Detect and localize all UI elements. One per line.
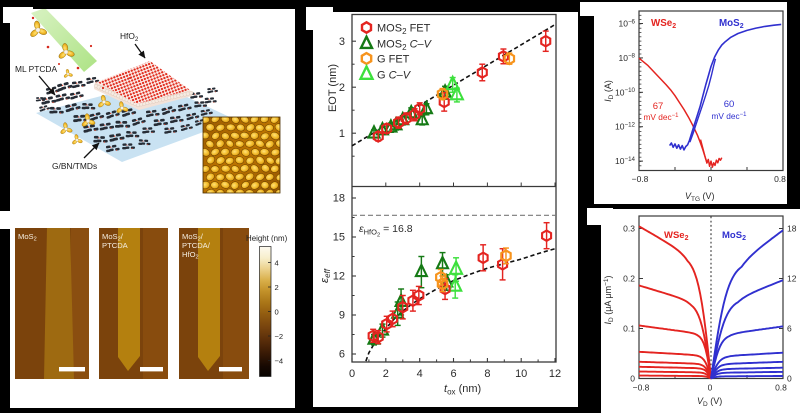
svg-text:mV dec−1: mV dec−1 xyxy=(712,111,748,121)
svg-text:VTG (V): VTG (V) xyxy=(685,191,715,203)
svg-text:0.2: 0.2 xyxy=(623,274,635,284)
svg-text:0: 0 xyxy=(708,383,713,393)
svg-text:VD (V): VD (V) xyxy=(697,396,722,408)
svg-text:6: 6 xyxy=(787,324,792,334)
svg-text:εHfO2 = 16.8: εHfO2 = 16.8 xyxy=(359,223,413,238)
svg-text:PTCDA/: PTCDA/ xyxy=(182,241,211,250)
svg-text:0: 0 xyxy=(349,368,355,380)
svg-text:10−6: 10−6 xyxy=(618,18,635,28)
svg-text:−4: −4 xyxy=(275,356,284,365)
svg-text:12: 12 xyxy=(549,368,561,380)
svg-text:10−8: 10−8 xyxy=(618,53,635,63)
svg-text:18: 18 xyxy=(787,224,797,234)
svg-text:0.8: 0.8 xyxy=(774,174,786,184)
svg-text:18: 18 xyxy=(333,193,345,205)
svg-text:67: 67 xyxy=(653,101,664,112)
svg-text:G/BN/TMDs: G/BN/TMDs xyxy=(52,161,97,171)
svg-text:8: 8 xyxy=(484,368,490,380)
svg-text:0: 0 xyxy=(275,307,279,316)
svg-text:0.8: 0.8 xyxy=(775,383,787,393)
svg-text:12: 12 xyxy=(787,274,797,284)
svg-text:10−10: 10−10 xyxy=(615,87,636,97)
svg-text:ML PTCDA: ML PTCDA xyxy=(15,64,57,74)
svg-text:4: 4 xyxy=(417,368,423,380)
svg-text:WSe2: WSe2 xyxy=(664,230,689,242)
svg-text:12: 12 xyxy=(333,271,345,283)
svg-text:10−12: 10−12 xyxy=(615,122,636,132)
svg-text:−2: −2 xyxy=(275,332,284,341)
svg-text:MoS2/: MoS2/ xyxy=(102,232,124,243)
svg-text:HfO2: HfO2 xyxy=(182,250,199,261)
svg-text:1: 1 xyxy=(339,128,345,140)
svg-text:0.1: 0.1 xyxy=(623,324,635,334)
svg-text:MOS2 FET: MOS2 FET xyxy=(377,23,431,37)
svg-text:0.3: 0.3 xyxy=(623,224,635,234)
svg-text:mV dec−1: mV dec−1 xyxy=(644,112,680,122)
svg-text:2: 2 xyxy=(339,82,345,94)
svg-text:6: 6 xyxy=(450,368,456,380)
svg-text:0: 0 xyxy=(708,174,713,184)
svg-text:3: 3 xyxy=(339,36,345,48)
svg-text:ID (μA μm−1): ID (μA μm−1) xyxy=(603,275,615,324)
svg-text:MoS2: MoS2 xyxy=(722,230,746,242)
svg-text:15: 15 xyxy=(333,232,345,244)
svg-text:MoS2/: MoS2/ xyxy=(182,232,204,243)
svg-text:WSe2: WSe2 xyxy=(651,18,676,30)
svg-text:HfO2: HfO2 xyxy=(120,31,139,43)
svg-text:2: 2 xyxy=(275,283,279,292)
svg-text:4: 4 xyxy=(275,258,279,267)
svg-text:PTCDA: PTCDA xyxy=(102,241,129,250)
svg-text:0: 0 xyxy=(630,374,635,384)
svg-text:6: 6 xyxy=(339,349,345,361)
svg-text:G C–V: G C–V xyxy=(377,70,412,82)
svg-text:−0.8: −0.8 xyxy=(633,383,650,393)
svg-text:MOS2 C–V: MOS2 C–V xyxy=(377,39,433,53)
svg-text:60: 60 xyxy=(724,99,735,110)
svg-text:tox (nm): tox (nm) xyxy=(444,383,481,397)
svg-text:2: 2 xyxy=(383,368,389,380)
svg-text:9: 9 xyxy=(339,310,345,322)
svg-text:εeff: εeff xyxy=(319,268,332,283)
svg-text:0: 0 xyxy=(787,374,792,384)
svg-text:−0.8: −0.8 xyxy=(632,174,649,184)
svg-text:10−14: 10−14 xyxy=(615,156,636,166)
svg-text:EOT (nm): EOT (nm) xyxy=(327,64,339,112)
svg-text:MoS2: MoS2 xyxy=(719,18,744,30)
svg-text:10: 10 xyxy=(515,368,527,380)
svg-text:MoS2: MoS2 xyxy=(18,232,37,243)
svg-text:Height (nm): Height (nm) xyxy=(246,234,288,243)
svg-text:G FET: G FET xyxy=(377,54,410,66)
svg-text:ID (A): ID (A) xyxy=(603,80,615,102)
